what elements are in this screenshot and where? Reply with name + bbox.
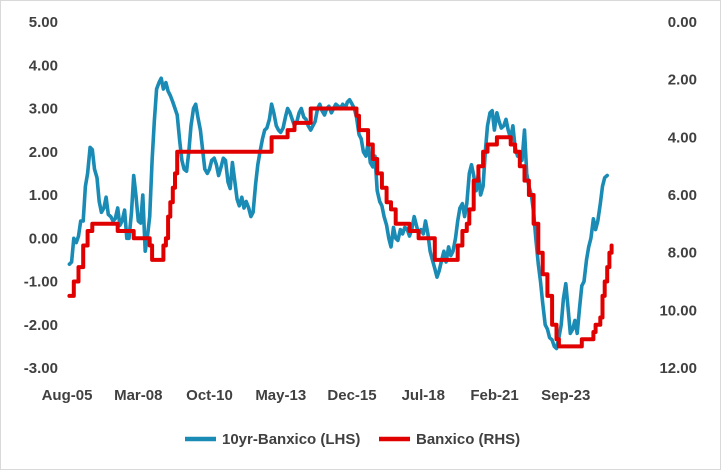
y-left-tick-label: 0.00 <box>29 230 58 247</box>
y-left-tick-label: 3.00 <box>29 101 58 118</box>
legend-label-banxico: Banxico (RHS) <box>416 431 520 448</box>
x-tick-label: May-13 <box>255 387 306 404</box>
y-left-tick-labels: 5.00 4.00 3.00 2.00 1.00 0.00 -1.00 -2.00 -3.00 <box>24 14 58 377</box>
y-left-tick-label: -2.00 <box>24 317 58 334</box>
y-right-tick-label: 8.00 <box>668 245 697 262</box>
series-line-10yr-banxico <box>67 76 609 351</box>
x-tick-label: Jul-18 <box>402 387 445 404</box>
x-tick-label: Dec-15 <box>327 387 376 404</box>
y-right-tick-label: 6.00 <box>668 187 697 204</box>
x-tick-label: Sep-23 <box>541 387 590 404</box>
series-lines <box>67 76 614 351</box>
x-tick-label: Feb-21 <box>470 387 518 404</box>
y-left-tick-label: 4.00 <box>29 57 58 74</box>
y-right-tick-labels: 0.00 2.00 4.00 6.00 8.00 10.00 12.00 <box>659 14 697 377</box>
legend: 10yr-Banxico (LHS) Banxico (RHS) <box>185 431 520 448</box>
legend-label-10yr-banxico: 10yr-Banxico (LHS) <box>222 431 360 448</box>
y-left-tick-label: 5.00 <box>29 14 58 31</box>
y-right-tick-label: 12.00 <box>659 360 697 377</box>
x-tick-label: Oct-10 <box>186 387 233 404</box>
y-right-tick-label: 10.00 <box>659 302 697 319</box>
y-left-tick-label: 2.00 <box>29 144 58 161</box>
x-tick-labels: Aug-05 Mar-08 Oct-10 May-13 Dec-15 Jul-18 Feb-… <box>42 387 591 404</box>
y-left-tick-label: -1.00 <box>24 274 58 291</box>
y-left-tick-label: -3.00 <box>24 360 58 377</box>
x-tick-label: Aug-05 <box>42 387 93 404</box>
x-tick-label: Mar-08 <box>114 387 162 404</box>
series-line-banxico <box>67 106 614 349</box>
y-right-tick-label: 0.00 <box>668 14 697 31</box>
y-right-tick-label: 4.00 <box>668 129 697 146</box>
y-right-tick-label: 2.00 <box>668 72 697 89</box>
y-left-tick-label: 1.00 <box>29 187 58 204</box>
